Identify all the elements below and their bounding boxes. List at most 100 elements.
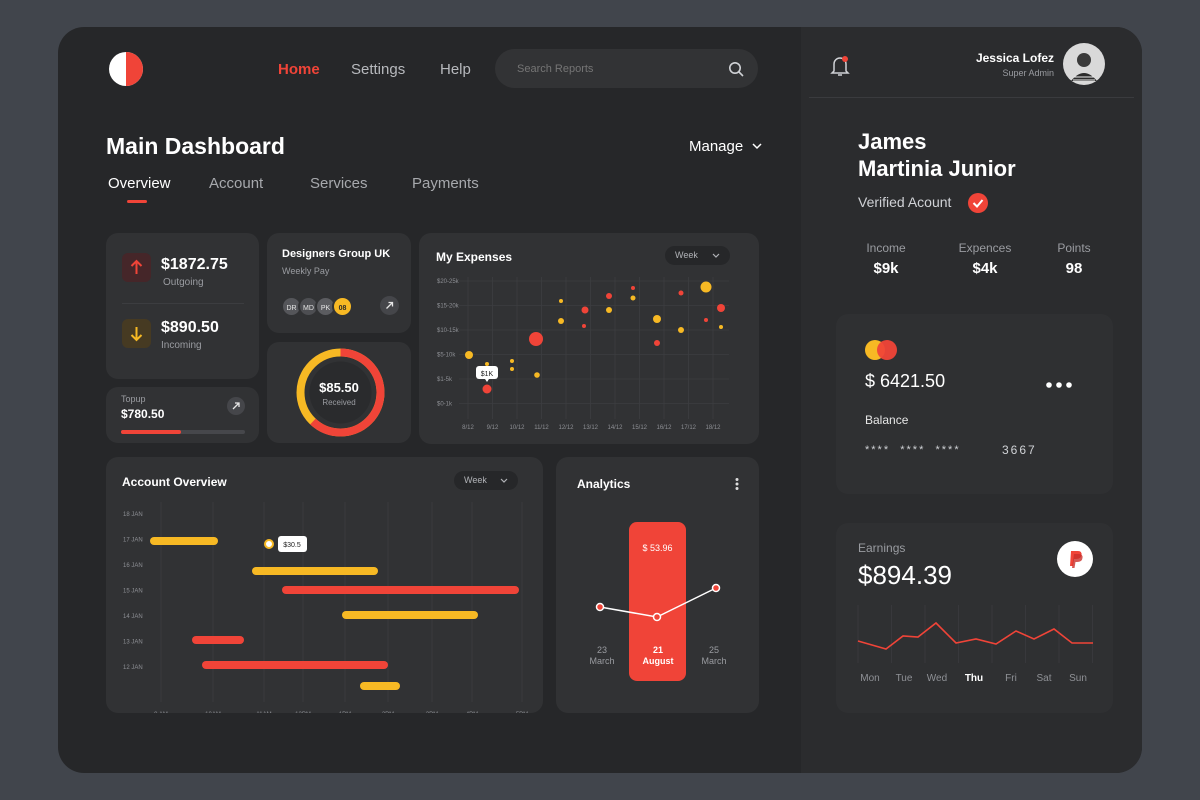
paypal-icon[interactable]: [1057, 541, 1093, 577]
received-amount: $85.50: [319, 380, 359, 395]
earnings-day: Tue: [895, 673, 913, 684]
member-count-badge: 08: [332, 296, 353, 317]
row-label: 17 JAN: [123, 538, 143, 544]
analytics-title: Analytics: [577, 477, 631, 491]
divider: [809, 97, 1134, 98]
received-donut-chart: [296, 348, 385, 437]
row-label: 12 JAN: [123, 665, 143, 671]
group-card[interactable]: Designers Group UK Weekly Pay DR MD PK 0…: [267, 233, 411, 333]
received-card: $85.50 Received: [267, 342, 411, 443]
chevron-down-icon: [752, 143, 762, 150]
expenses-tooltip: $1K: [481, 371, 494, 378]
nav-help[interactable]: Help: [440, 61, 471, 78]
scatter-point: [630, 295, 636, 301]
arrow-down-icon: [122, 319, 151, 348]
search-input[interactable]: [517, 60, 717, 77]
arrow-up-right-icon[interactable]: [380, 296, 399, 315]
received-label: Received: [322, 398, 356, 407]
app-frame: Home Settings Help Main Dashboard Manage…: [58, 27, 1142, 773]
time-label: 10AM: [205, 712, 221, 713]
stat-points: Points 98: [1057, 241, 1091, 277]
analytics-highlight-bar[interactable]: [629, 522, 686, 681]
earnings-label: Earnings: [858, 541, 906, 555]
x-tick-label: 11/12: [534, 425, 549, 431]
earnings-line-chart: [857, 605, 1093, 663]
row-label: 13 JAN: [123, 640, 143, 646]
half-circle-logo[interactable]: [108, 51, 144, 87]
search-bar[interactable]: [495, 49, 758, 88]
time-label: 1PM: [339, 712, 351, 713]
x-tick-label: 17/12: [681, 425, 697, 431]
manage-dropdown[interactable]: Manage: [689, 138, 763, 155]
x-tick-label: 14/12: [607, 425, 623, 431]
profile-panel: Jessica Lofez Super Admin James Martinia…: [801, 27, 1142, 773]
earnings-card: Earnings $894.39: [836, 523, 1113, 713]
time-label: 12PM: [295, 712, 311, 713]
y-tick-label: $5-10k: [437, 353, 456, 359]
scatter-point: [465, 351, 473, 359]
scatter-point: [534, 372, 540, 378]
scatter-point: [653, 315, 661, 323]
tab-account[interactable]: Account: [209, 175, 264, 192]
analytics-day-active: 21 August: [642, 645, 674, 666]
tab-services[interactable]: Services: [310, 175, 368, 192]
earnings-day: Fri: [1005, 673, 1017, 684]
earnings-day-active: Thu: [964, 673, 984, 684]
period-label: Week: [675, 250, 698, 260]
scatter-point: [581, 306, 589, 314]
row-label: 16 JAN: [123, 563, 143, 569]
account-overview-card: Account Overview Week 18 JAN 17 JAN 16 JAN…: [106, 457, 543, 713]
tab-overview[interactable]: Overview: [108, 175, 171, 192]
chevron-down-icon: [712, 253, 720, 258]
topup-card[interactable]: Topup $780.50: [106, 387, 259, 443]
bell-icon[interactable]: [829, 54, 851, 78]
arrow-up-right-icon[interactable]: [227, 397, 245, 415]
topup-amount: $780.50: [121, 407, 165, 421]
scatter-point: [558, 318, 564, 324]
stat-income: Income $9k: [866, 241, 906, 277]
scatter-point: [582, 324, 586, 328]
bank-card[interactable]: $ 6421.50 Balance **** **** **** 3667: [836, 314, 1113, 494]
x-tick-label: 8/12: [462, 425, 474, 431]
outgoing-label: Outgoing: [163, 277, 204, 288]
avatar[interactable]: [1063, 43, 1105, 85]
analytics-day: 25 March: [701, 645, 727, 666]
card-last4: 3667: [1002, 443, 1037, 457]
row-label: 14 JAN: [123, 614, 143, 620]
time-label: 4PM: [466, 712, 478, 713]
earnings-day: Sun: [1069, 673, 1087, 684]
profile-first-name: James: [858, 129, 927, 154]
x-tick-label: 15/12: [632, 425, 648, 431]
earnings-amount: $894.39: [858, 560, 952, 590]
card-balance-label: Balance: [865, 413, 909, 427]
scatter-point: [485, 362, 489, 366]
scatter-point: [510, 359, 514, 363]
more-horizontal-icon[interactable]: [1045, 380, 1073, 390]
analytics-card: Analytics $ 53.96 23 March 21 August 25 Mar…: [556, 457, 759, 713]
overview-title: Account Overview: [122, 475, 227, 489]
expenses-card: My Expenses Week $20-25k $15-20k $10-15k $5…: [419, 233, 759, 444]
analytics-day: 23 March: [589, 645, 615, 666]
stat-expenses: Expences $4k: [958, 241, 1012, 277]
search-icon[interactable]: [728, 61, 744, 77]
page-title: Main Dashboard: [106, 133, 285, 159]
y-tick-label: $10-15k: [437, 328, 460, 334]
scatter-point: [606, 307, 612, 313]
overview-period-select[interactable]: Week: [454, 471, 518, 490]
nav-home[interactable]: Home: [278, 61, 320, 78]
expenses-title: My Expenses: [436, 250, 513, 264]
analytics-value: $ 53.96: [642, 543, 673, 553]
expenses-period-select[interactable]: Week: [665, 246, 730, 265]
group-name: Designers Group UK: [282, 248, 391, 260]
tab-payments[interactable]: Payments: [412, 175, 479, 192]
nav-settings[interactable]: Settings: [351, 61, 406, 78]
scatter-point: [719, 325, 723, 329]
verified-check-icon: [968, 193, 988, 213]
x-tick-label: 9/12: [487, 425, 499, 431]
scatter-point: [704, 318, 708, 322]
expenses-scatter-chart: $20-25k $15-20k $10-15k $5-10k $1-5k $0-1k 8/1…: [437, 277, 729, 431]
scatter-point: [700, 281, 712, 293]
earnings-day: Sat: [1036, 673, 1052, 684]
more-vertical-icon[interactable]: [732, 477, 742, 491]
mastercard-icon: [865, 340, 897, 360]
